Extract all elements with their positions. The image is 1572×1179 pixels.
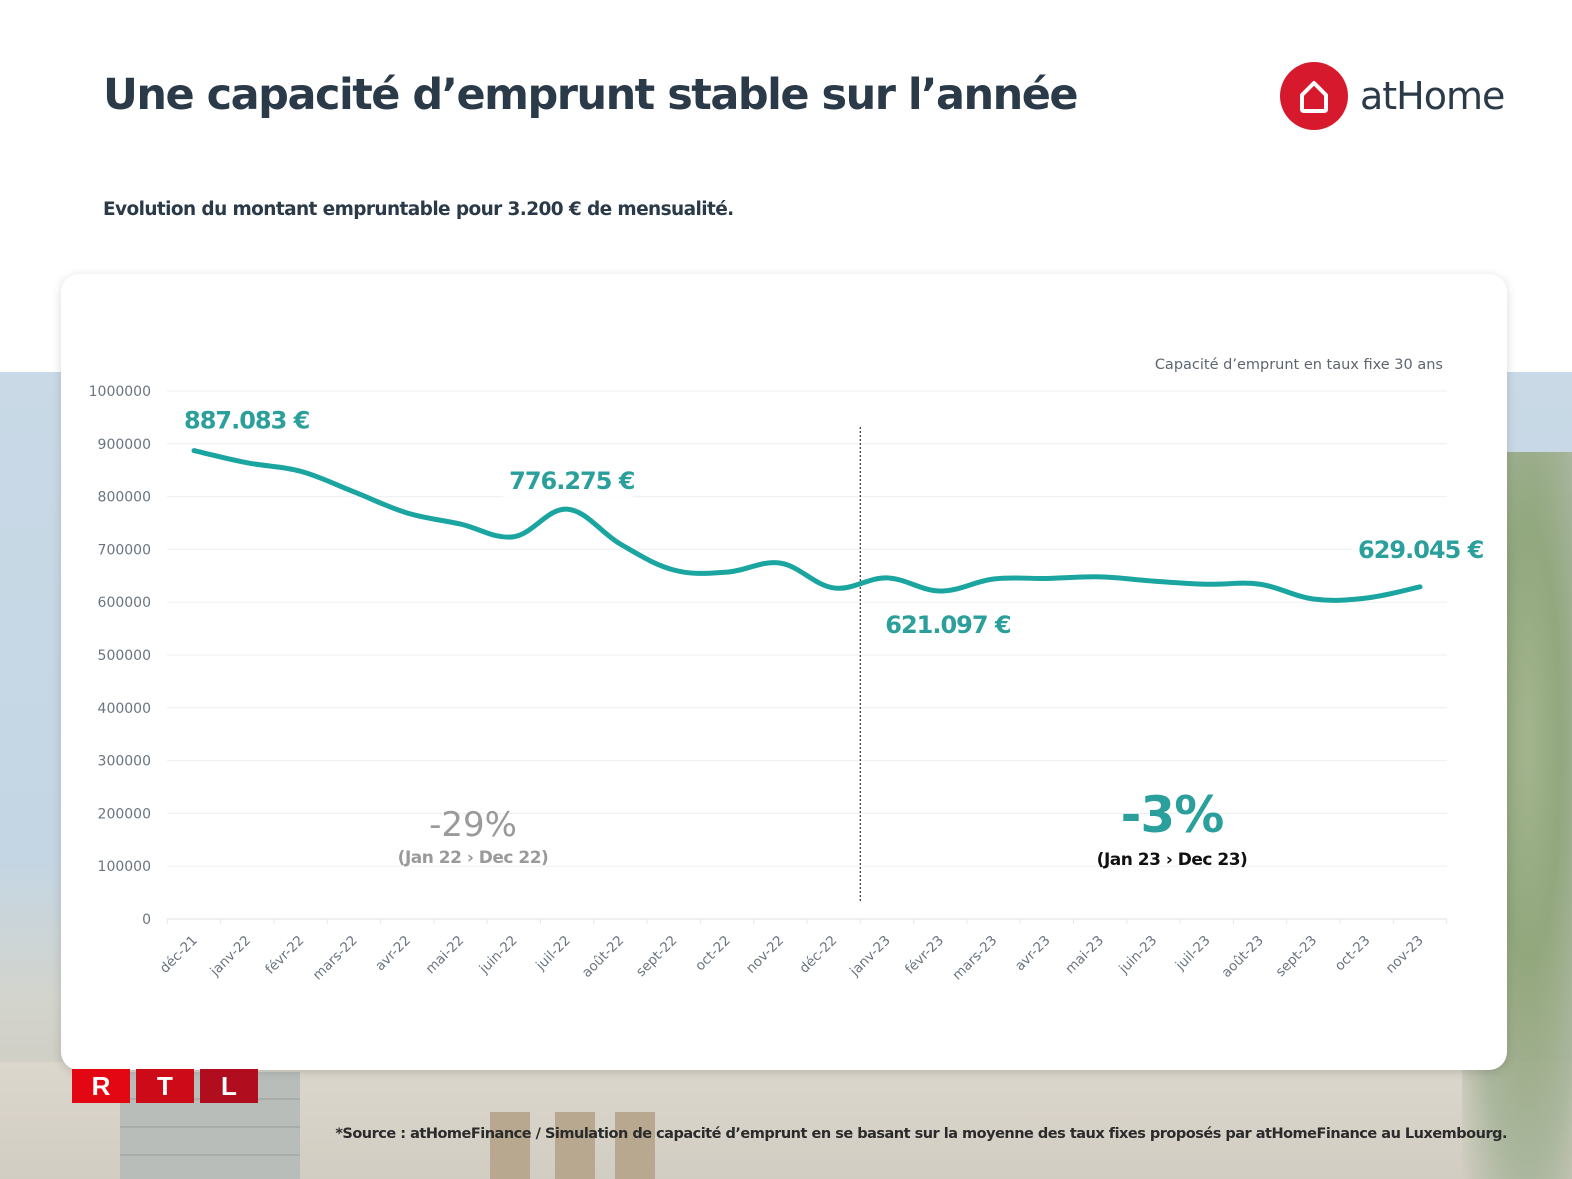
data-label: 629.045 € [1358,536,1484,564]
x-tick-label: mars-22 [310,933,361,984]
house-icon [1300,81,1328,113]
x-tick-label: févr-22 [262,933,307,978]
logo-text: atHome [1360,74,1505,118]
x-tick-label: nov-22 [743,933,787,977]
background-window [615,1112,655,1179]
rtl-letter-t: T [136,1069,194,1103]
line-chart: 0 100000 200000 300000 400000 500000 600000 700… [89,357,1485,984]
x-tick-label: août-22 [579,933,627,981]
athome-logo: atHome [1280,62,1505,130]
y-tick-label: 500000 [98,648,151,664]
page-title: Une capacité d’emprunt stable sur l’anné… [103,70,1079,120]
x-tick-label: juin-22 [476,933,521,978]
x-tick-label: mai-22 [423,933,468,978]
legend-label: Capacité d’emprunt en taux fixe 30 ans [1155,357,1443,373]
background-window [490,1112,530,1179]
rtl-letter-l: L [200,1069,258,1103]
x-tick-label: mai-23 [1062,933,1107,978]
y-tick-label: 300000 [98,754,151,770]
chart-card: 0 100000 200000 300000 400000 500000 600000 700… [61,274,1507,1070]
x-tick-label: juil-22 [532,933,574,975]
x-tick-label: févr-23 [902,933,947,978]
x-tick-label: mars-23 [949,933,1000,984]
x-tick-label: janv-22 [207,933,255,981]
data-label-background [503,465,634,498]
data-label-background [1352,533,1482,566]
y-tick-label: 700000 [98,542,151,558]
annotation-2023-change: -3% [1121,786,1224,844]
y-tick-label: 0 [142,912,151,928]
data-label-background [178,404,308,437]
data-label: 621.097 € [885,611,1011,639]
data-label-background [879,609,1010,642]
x-tick-label: juil-23 [1172,933,1214,975]
y-tick-label: 600000 [98,595,151,611]
annotation-2022-period: (Jan 22 › Dec 22) [398,848,549,868]
page-subtitle: Evolution du montant empruntable pour 3.… [103,199,734,220]
x-tick-label: déc-21 [157,933,201,977]
x-tick-label: sept-23 [1273,933,1321,981]
x-tick-label: déc-22 [796,933,840,977]
x-tick-label: juin-23 [1115,933,1160,978]
logo-circle [1280,62,1348,130]
x-tick-label: oct-22 [692,933,734,975]
y-tick-label: 900000 [98,437,151,453]
y-tick-label: 200000 [98,806,151,822]
series-line [191,448,1423,603]
x-tick-label: avr-22 [372,933,414,975]
x-tick-label: janv-23 [846,933,894,981]
x-tick-label: nov-23 [1383,933,1427,977]
y-tick-label: 400000 [98,701,151,717]
background-window [555,1112,595,1179]
rtl-logo: R T L [72,1069,258,1103]
annotation-2022-change: -29% [429,805,517,845]
x-tick-label: oct-23 [1332,933,1374,975]
source-footnote: *Source : atHomeFinance / Simulation de … [335,1126,1507,1142]
y-tick-label: 100000 [98,859,151,875]
rtl-letter-r: R [72,1069,130,1103]
annotation-2023-period: (Jan 23 › Dec 23) [1097,850,1248,870]
y-tick-label: 800000 [98,490,151,506]
data-label: 887.083 € [184,407,310,435]
data-label: 776.275 € [509,467,635,495]
x-tick-label: août-23 [1219,933,1267,981]
x-tick-label: sept-22 [633,933,681,981]
y-tick-label: 1000000 [89,384,151,400]
x-tick-label: avr-23 [1012,933,1054,975]
